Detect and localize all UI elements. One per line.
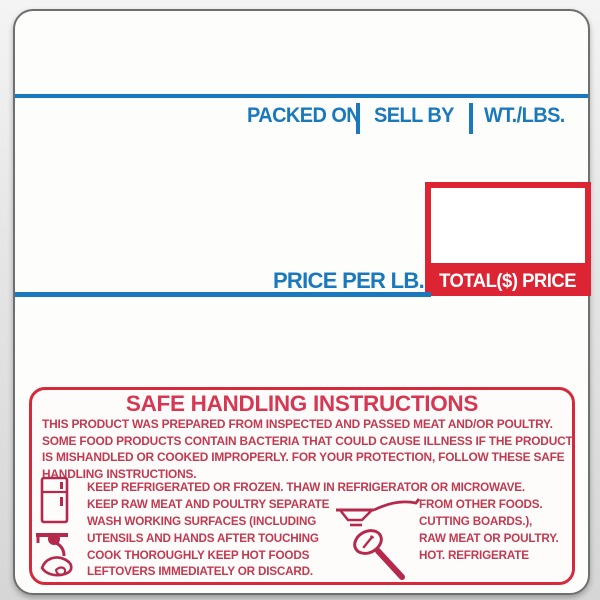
wt-lbs-label: WT./LBS. xyxy=(484,104,565,127)
sell-by-label: SELL BY xyxy=(374,104,454,127)
thermometer-icon xyxy=(348,528,416,585)
intro-line: SOME FOOD PRODUCTS CONTAIN BACTERIA THAT… xyxy=(42,433,573,448)
instruction-line: KEEP REFRIGERATED OR FROZEN. THAW IN REF… xyxy=(87,480,525,494)
header-separator xyxy=(469,103,473,134)
header-separator xyxy=(356,103,360,134)
packed-on-label: PACKED ON xyxy=(247,104,361,127)
instruction-line: FROM OTHER FOODS. xyxy=(419,497,543,511)
price-divider-rule xyxy=(15,292,431,297)
hand-wash-icon xyxy=(32,526,90,587)
instruction-line: COOK THOROUGHLY KEEP HOT FOODS xyxy=(87,548,310,562)
instruction-line: LEFTOVERS IMMEDIATELY OR DISCARD. xyxy=(87,564,313,578)
instruction-line: HOT. REFRIGERATE xyxy=(419,548,529,562)
instruction-line: KEEP RAW MEAT AND POULTRY SEPARATE xyxy=(87,497,330,511)
instruction-line: CUTTING BOARDS.), xyxy=(419,514,533,528)
price-per-lb-label: PRICE PER LB. xyxy=(272,268,425,293)
top-divider-rule xyxy=(15,94,588,98)
instruction-line: WASH WORKING SURFACES (INCLUDING xyxy=(87,514,317,528)
scale-label: PACKED ON SELL BY WT./LBS. TOTAL($) PRIC… xyxy=(13,9,591,595)
intro-line: THIS PRODUCT WAS PREPARED FROM INSPECTED… xyxy=(42,417,553,431)
safe-handling-intro: THIS PRODUCT WAS PREPARED FROM INSPECTED… xyxy=(42,416,595,482)
intro-line: HANDLING INSTRUCTIONS. xyxy=(42,466,197,481)
safe-handling-title: SAFE HANDLING INSTRUCTIONS xyxy=(125,391,479,416)
total-price-box: TOTAL($) PRICE xyxy=(425,182,591,296)
instruction-line: UTENSILS AND HANDS AFTER TOUCHING xyxy=(87,531,319,545)
total-price-value-area xyxy=(425,182,591,269)
pan-icon xyxy=(330,497,422,534)
safe-handling-box: SAFE HANDLING INSTRUCTIONS THIS PRODUCT … xyxy=(29,387,575,585)
total-price-bar: TOTAL($) PRICE xyxy=(425,267,591,296)
instruction-line: RAW MEAT OR POULTRY. xyxy=(419,531,559,545)
total-price-label: TOTAL($) PRICE xyxy=(439,270,577,292)
intro-line: IS MISHANDLED OR COOKED IMPROPERLY. FOR … xyxy=(42,450,565,464)
refrigerator-icon xyxy=(40,476,70,529)
